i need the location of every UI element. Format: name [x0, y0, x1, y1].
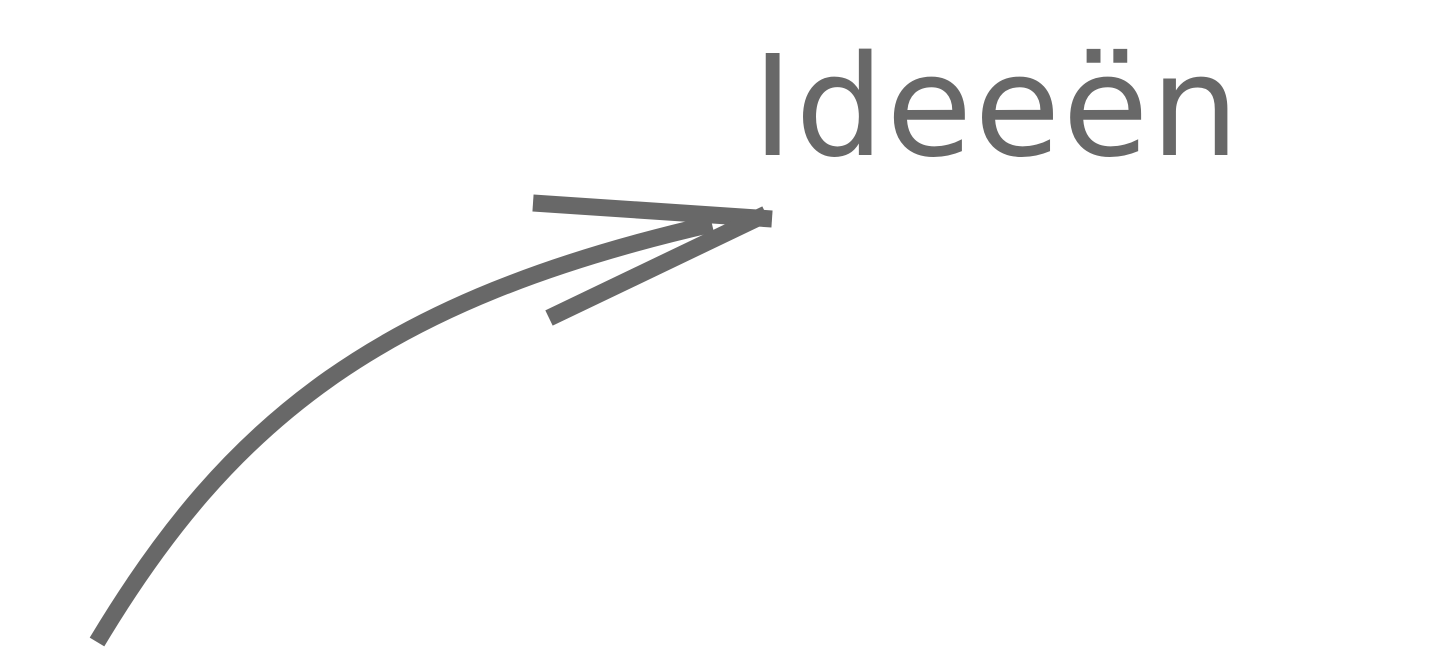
arrow-shaft	[89, 215, 714, 647]
arrow-head-upper	[532, 194, 773, 228]
arrow-head-lower	[545, 206, 770, 326]
ideas-label: Ideeën	[752, 26, 1242, 189]
